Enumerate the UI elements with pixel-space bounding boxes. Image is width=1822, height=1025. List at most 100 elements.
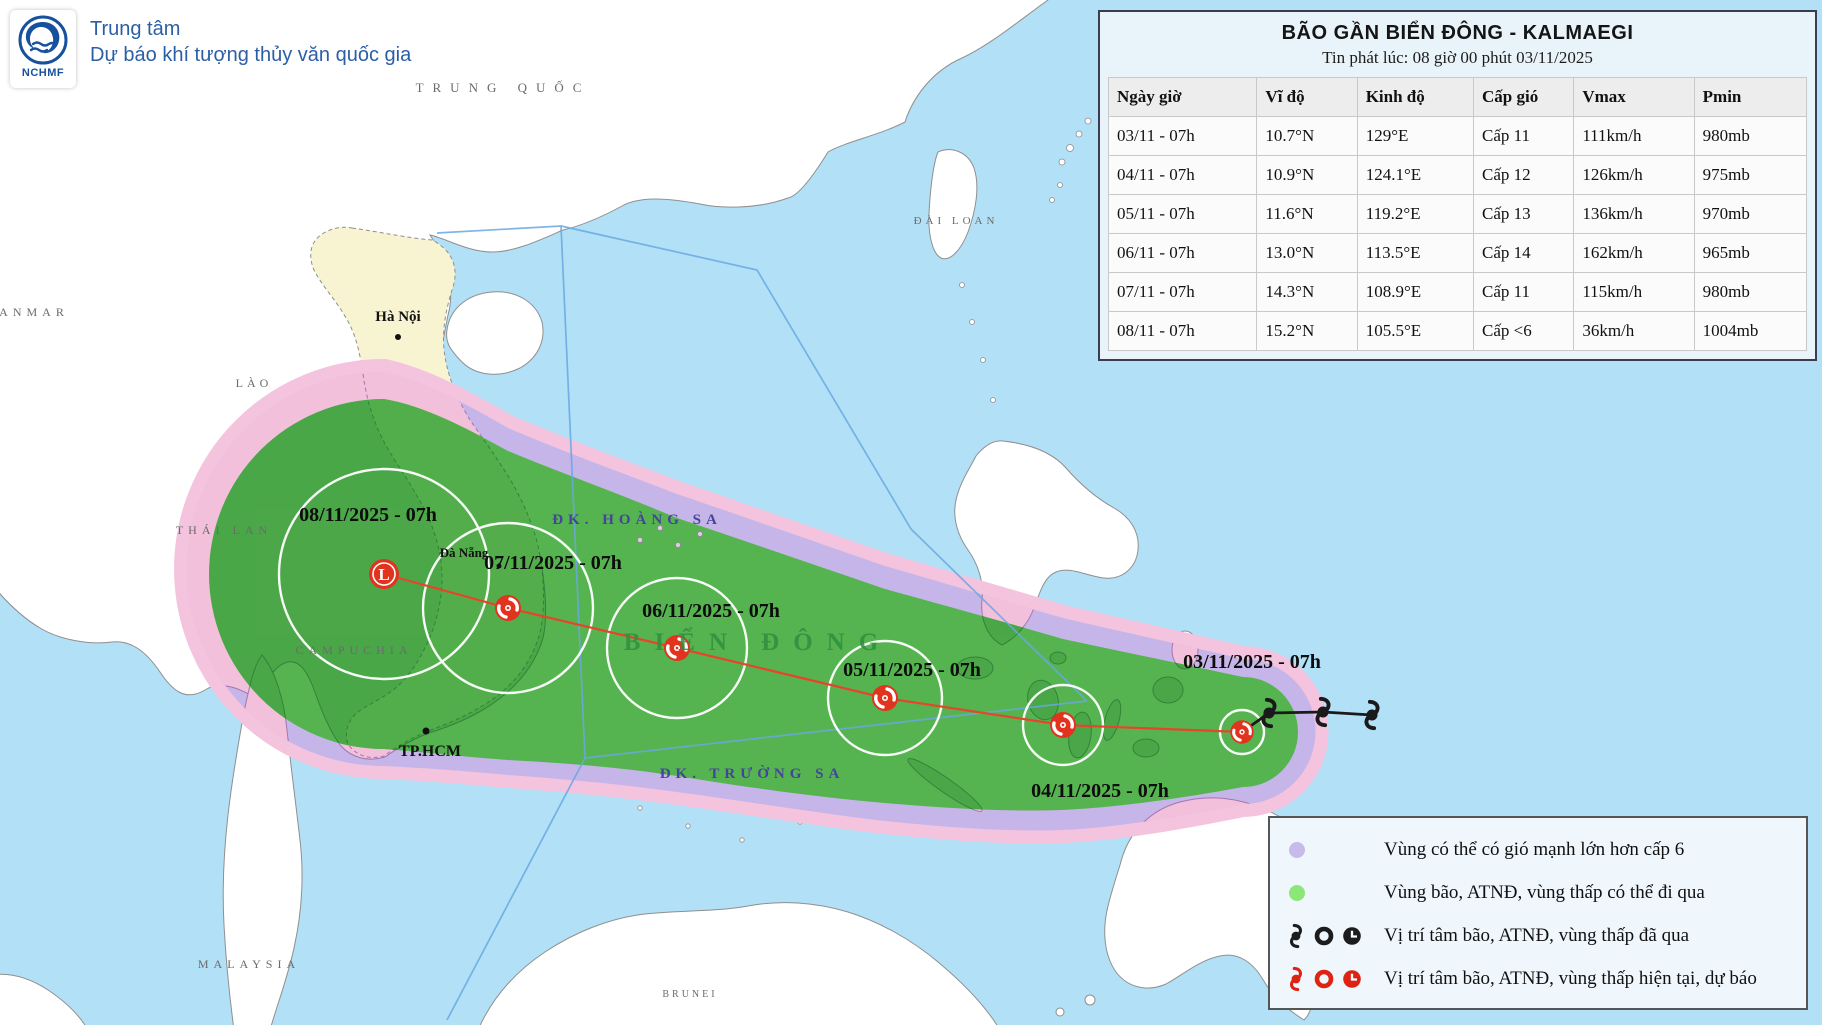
cell: 03/11 - 07h (1107, 116, 1258, 156)
legend-item-label: Vị trí tâm bão, ATNĐ, vùng thấp đã qua (1384, 924, 1690, 946)
cell: 124.1°E (1356, 155, 1475, 195)
col-cap-gio: Cấp gió (1473, 77, 1575, 117)
cell: 10.7°N (1256, 116, 1358, 156)
table-row: 04/11 - 07h 10.9°N 124.1°E Cấp 12 126km/h 975… (1107, 155, 1808, 195)
header-brand: NCHMF Trung tâm Dự báo khí tượng thủy vă… (10, 10, 411, 88)
cell: 113.5°E (1356, 233, 1475, 273)
cell: 04/11 - 07h (1107, 155, 1258, 195)
label-trung-quoc: TRUNG QUỐC (416, 80, 591, 95)
cell: 126km/h (1573, 155, 1695, 195)
cell: 970mb (1693, 194, 1808, 234)
legend-item-label: Vùng có thể có gió mạnh lớn hơn cấp 6 (1384, 838, 1685, 860)
cell: 111km/h (1573, 116, 1695, 156)
cell: 162km/h (1573, 233, 1695, 273)
cell: 11.6°N (1256, 194, 1358, 234)
storm-marker-0411 (1048, 710, 1078, 740)
table-row: 07/11 - 07h 14.3°N 108.9°E Cấp 11 115km/h 980… (1107, 272, 1808, 312)
green-dot-icon (1289, 884, 1305, 901)
cell: 980mb (1693, 116, 1808, 156)
country-labels: TRUNG QUỐC ĐÀI LOAN MYANMAR THÁI LAN LÀO… (0, 80, 999, 1000)
label-bien-dong: BIỂN ĐÔNG (624, 627, 892, 656)
col-ngay-gio: Ngày giờ (1107, 77, 1258, 117)
cell: 119.2°E (1356, 194, 1475, 234)
col-vi-do: Vĩ độ (1256, 77, 1358, 117)
purple-dot-icon (1289, 841, 1305, 858)
nchmf-logo-text: NCHMF (21, 67, 65, 79)
landmasses (0, 0, 1327, 1025)
forecast-circles (277, 467, 1266, 767)
storm-marker-0711 (493, 593, 523, 623)
table-row: 05/11 - 07h 11.6°N 119.2°E Cấp 13 136km/h 970… (1107, 194, 1808, 234)
cell: 980mb (1693, 272, 1808, 312)
cell: 10.9°N (1256, 155, 1358, 195)
col-kinh-do: Kinh độ (1356, 77, 1475, 117)
forecast-track-line (383, 572, 1243, 734)
label-malaysia: MALAYSIA (198, 957, 300, 971)
past-position-icons (1270, 918, 1380, 954)
label-ha-noi: Hà Nội (375, 309, 420, 325)
da-nang-dot (496, 563, 502, 569)
cell: 1004mb (1693, 311, 1808, 351)
nchmf-logo: NCHMF (10, 10, 76, 88)
legend-item: Vị trí tâm bão, ATNĐ, vùng thấp đã qua (1270, 914, 1806, 957)
cell: 115km/h (1573, 272, 1695, 312)
label-brunei: BRUNEI (662, 989, 717, 1000)
label-tp-hcm: TP.HCM (399, 743, 461, 760)
cell: Cấp 13 (1473, 194, 1575, 234)
legend-item: Vùng có thể có gió mạnh lớn hơn cấp 6 (1270, 828, 1806, 871)
cell: 15.2°N (1256, 311, 1358, 351)
cell: 13.0°N (1256, 233, 1358, 273)
label-thai-lan: THÁI LAN (176, 523, 272, 537)
past-track-line (1241, 710, 1373, 734)
org-name-line2: Dự báo khí tượng thủy văn quốc gia (90, 44, 412, 66)
wind-zone-swatch (1270, 841, 1380, 858)
storm-marker-0311 (1228, 718, 1256, 746)
label-dai-loan: ĐÀI LOAN (914, 215, 999, 227)
label-0511: 05/11/2025 - 07h (843, 659, 981, 681)
org-name: Trung tâm Dự báo khí tượng thủy văn quốc… (90, 16, 411, 68)
small-islands (637, 117, 1092, 843)
cell: 08/11 - 07h (1107, 311, 1258, 351)
legend-item: Vị trí tâm bão, ATNĐ, vùng thấp hiện tại… (1270, 957, 1806, 1000)
label-campuchia: CAMPUCHIA (295, 643, 412, 657)
maritime-boundary-lines (436, 225, 1088, 1021)
table-row: 03/11 - 07h 10.7°N 129°E Cấp 11 111km/h 980mb (1107, 116, 1808, 156)
storm-marker-0511 (870, 683, 900, 713)
cell: 14.3°N (1256, 272, 1358, 312)
label-0711: 07/11/2025 - 07h (484, 552, 622, 574)
cell: 105.5°E (1356, 311, 1475, 351)
cell: 36km/h (1573, 311, 1695, 351)
tp-hcm-dot (422, 727, 430, 735)
cell: Cấp 11 (1473, 116, 1575, 156)
cell: Cấp <6 (1473, 311, 1575, 351)
label-myanmar: MYANMAR (0, 305, 69, 319)
org-name-line1: Trung tâm (90, 18, 181, 40)
forecast-table: Ngày giờ Vĩ độ Kinh độ Cấp gió Vmax Pmin… (1107, 77, 1808, 351)
low-pressure-marker-0811: L (369, 559, 399, 589)
cell: 07/11 - 07h (1107, 272, 1258, 312)
legend-item-label: Vị trí tâm bão, ATNĐ, vùng thấp hiện tại… (1384, 967, 1757, 989)
forecast-markers-icon (1289, 966, 1361, 991)
issued-time: Tin phát lúc: 08 giờ 00 phút 03/11/2025 (1322, 48, 1593, 67)
cell: 06/11 - 07h (1107, 233, 1258, 273)
nchmf-logo-icon (18, 15, 68, 65)
label-lao: LÀO (236, 376, 273, 390)
track-date-labels: 03/11/2025 - 07h 04/11/2025 - 07h 05/11/… (299, 504, 1321, 802)
cell: 108.9°E (1356, 272, 1475, 312)
label-0411: 04/11/2025 - 07h (1031, 780, 1169, 802)
label-0311: 03/11/2025 - 07h (1183, 651, 1321, 673)
cell: 129°E (1356, 116, 1475, 156)
table-row: 06/11 - 07h 13.0°N 113.5°E Cấp 14 162km/h 965… (1107, 233, 1808, 273)
cell: 965mb (1693, 233, 1808, 273)
cell: Cấp 11 (1473, 272, 1575, 312)
cell: 136km/h (1573, 194, 1695, 234)
city-labels: Hà Nội Đà Nẵng TP.HCM (375, 309, 502, 760)
ha-noi-dot (395, 334, 401, 340)
paracel-islets (637, 525, 703, 548)
label-da-nang: Đà Nẵng (440, 545, 489, 560)
cell: Cấp 12 (1473, 155, 1575, 195)
passage-zone-swatch (1270, 884, 1380, 901)
col-vmax: Vmax (1573, 77, 1695, 117)
forecast-position-markers: L (369, 559, 1256, 746)
